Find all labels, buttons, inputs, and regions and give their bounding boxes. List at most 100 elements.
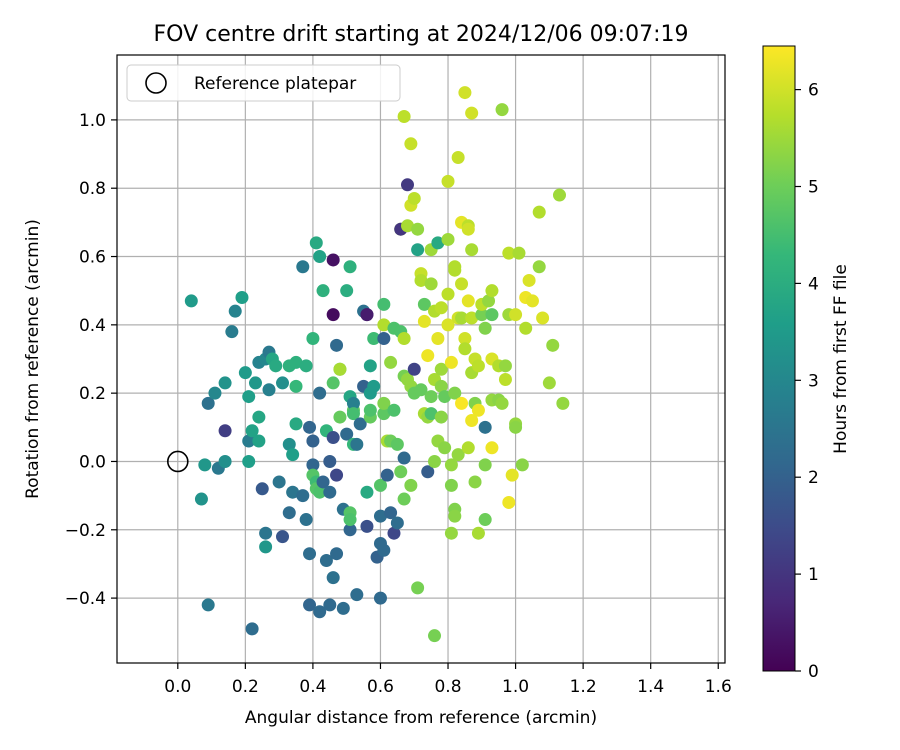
x-axis-label: Angular distance from reference (arcmin) <box>245 708 597 728</box>
scatter-point <box>495 396 509 410</box>
y-tick-label: 0.6 <box>79 248 106 268</box>
scatter-point <box>475 308 489 322</box>
scatter-point <box>282 437 296 451</box>
scatter-point <box>330 547 344 561</box>
scatter-point <box>478 458 492 472</box>
scatter-point <box>333 362 347 376</box>
scatter-point <box>417 297 431 311</box>
scatter-point <box>407 362 421 376</box>
scatter-point <box>441 174 455 188</box>
scatter-point <box>360 519 374 533</box>
scatter-point <box>448 509 462 523</box>
scatter-point <box>387 403 401 417</box>
scatter-point <box>309 236 323 250</box>
scatter-point <box>400 219 414 233</box>
scatter-point <box>444 478 458 492</box>
scatter-point <box>502 495 516 509</box>
scatter-point <box>461 222 475 236</box>
scatter-point <box>242 454 256 468</box>
scatter-point <box>478 420 492 434</box>
scatter-point <box>252 434 266 448</box>
scatter-point <box>360 308 374 322</box>
scatter-point <box>363 403 377 417</box>
scatter-point <box>478 321 492 335</box>
scatter-point <box>485 284 499 298</box>
scatter-point <box>245 622 259 636</box>
scatter-point <box>208 386 222 400</box>
scatter-point <box>546 338 560 352</box>
scatter-point <box>373 478 387 492</box>
scatter-point <box>296 260 310 274</box>
scatter-point <box>522 273 536 287</box>
scatter-point <box>444 526 458 540</box>
scatter-point <box>397 109 411 123</box>
scatter-point <box>465 311 479 325</box>
scatter-point <box>350 588 364 602</box>
y-tick-label: 0.0 <box>79 452 106 472</box>
scatter-point <box>330 468 344 482</box>
colorbar-tick-label: 2 <box>808 468 819 488</box>
x-tick-label: 0.0 <box>164 677 191 697</box>
scatter-point <box>306 332 320 346</box>
scatter-point <box>471 359 485 373</box>
legend: Reference platepar <box>126 64 401 102</box>
scatter-point <box>259 526 273 540</box>
scatter-point <box>455 277 469 291</box>
scatter-point <box>296 489 310 503</box>
scatter-point <box>323 454 337 468</box>
legend-box <box>126 64 401 102</box>
scatter-point <box>515 458 529 472</box>
scatter-point <box>421 349 435 363</box>
scatter-point <box>353 417 367 431</box>
scatter-point <box>326 376 340 390</box>
scatter-point <box>367 332 381 346</box>
scatter-point <box>330 338 344 352</box>
scatter-point <box>303 420 317 434</box>
scatter-point <box>434 301 448 315</box>
scatter-point <box>367 379 381 393</box>
scatter-point <box>390 437 404 451</box>
scatter-point <box>198 458 212 472</box>
scatter-point <box>502 246 516 260</box>
x-tick-label: 0.4 <box>299 677 326 697</box>
scatter-point <box>289 379 303 393</box>
scatter-point <box>411 222 425 236</box>
scatter-point <box>438 390 452 404</box>
scatter-point <box>438 441 452 455</box>
scatter-point <box>201 396 215 410</box>
scatter-point <box>519 321 533 335</box>
scatter-point <box>377 543 391 557</box>
scatter-point <box>259 540 273 554</box>
scatter-point <box>421 465 435 479</box>
scatter-point <box>373 509 387 523</box>
y-axis-label: Rotation from reference (arcmin) <box>23 219 43 499</box>
scatter-point <box>286 485 300 499</box>
scatter-point <box>343 260 357 274</box>
x-tick-label: 1.6 <box>705 677 732 697</box>
scatter-point <box>461 294 475 308</box>
scatter-point <box>482 294 496 308</box>
scatter-point <box>465 243 479 257</box>
y-axis-ticks: −0.4 −0.2 0.0 0.2 0.4 0.6 0.8 1.0 <box>65 111 117 609</box>
scatter-point <box>400 178 414 192</box>
scatter-point <box>411 581 425 595</box>
scatter-point <box>184 294 198 308</box>
scatter-point <box>458 332 472 346</box>
y-tick-label: −0.4 <box>65 589 106 609</box>
scatter-point <box>417 314 431 328</box>
scatter-point <box>465 413 479 427</box>
scatter-point <box>343 523 357 537</box>
scatter-point <box>397 492 411 506</box>
scatter-point <box>238 366 252 380</box>
scatter-point <box>441 318 455 332</box>
scatter-point <box>434 410 448 424</box>
scatter-point <box>282 506 296 520</box>
scatter-point <box>455 311 469 325</box>
scatter-point <box>532 260 546 274</box>
scatter-point <box>323 598 337 612</box>
scatter-point <box>434 362 448 376</box>
x-tick-label: 1.4 <box>637 677 664 697</box>
scatter-point <box>262 383 276 397</box>
scatter-point <box>411 243 425 257</box>
